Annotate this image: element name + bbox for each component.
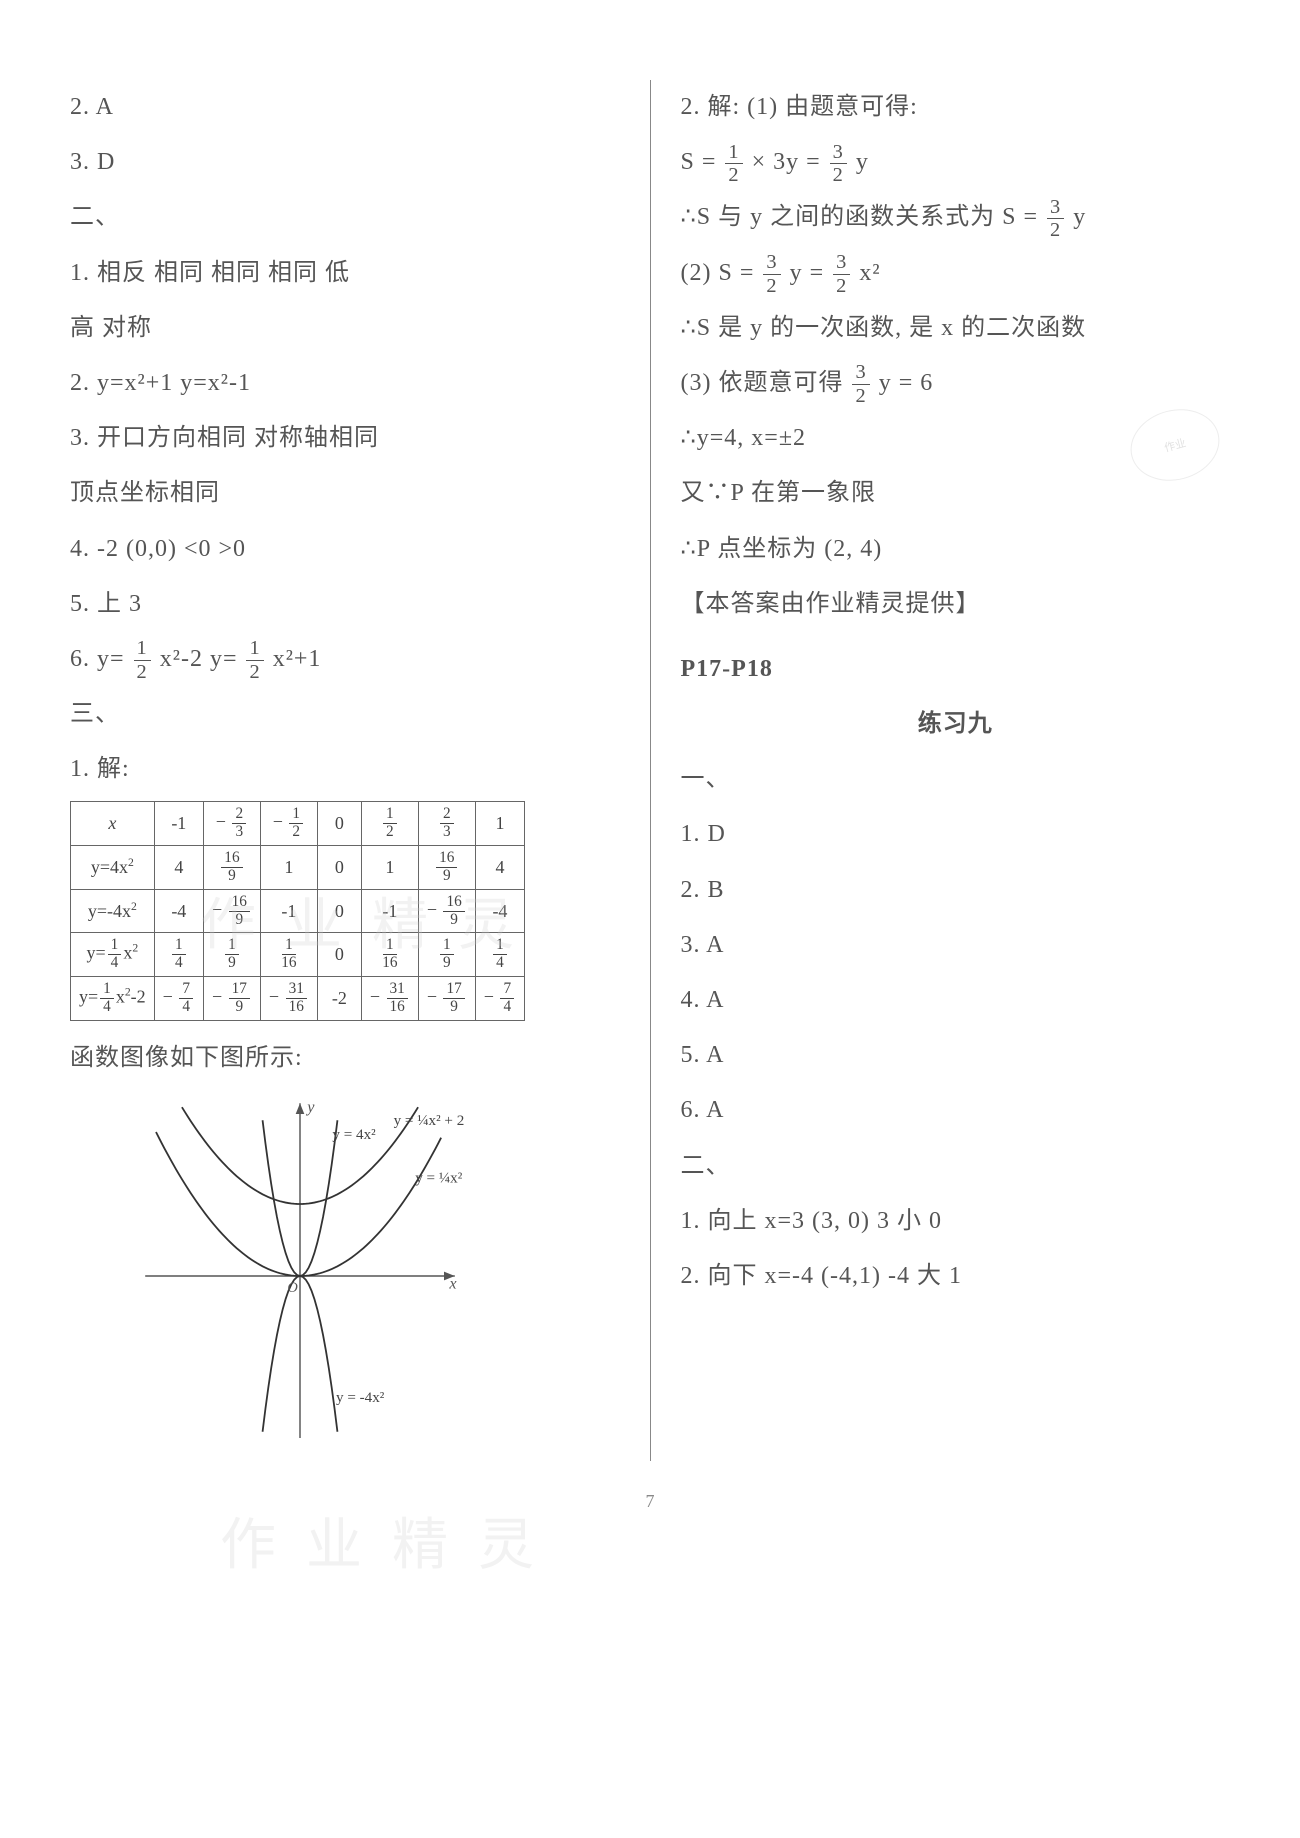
svg-text:y = 4x²: y = 4x² [332, 1127, 376, 1143]
answer-item: 2. 向下 x=-4 (-4,1) -4 大 1 [681, 1249, 1231, 1304]
fraction: 32 [1047, 196, 1064, 242]
solution-line: S = 12 × 3y = 32 y [681, 135, 1231, 190]
section-heading: 二、 [70, 190, 620, 245]
page-number: 7 [60, 1491, 1240, 1512]
answer-item: 1. D [681, 807, 1231, 862]
fraction: 12 [246, 637, 263, 683]
svg-text:x: x [448, 1274, 457, 1292]
section-heading: 一、 [681, 752, 1231, 807]
credit-line: 【本答案由作业精灵提供】 [681, 577, 1231, 632]
solution-line: ∴y=4, x=±2 [681, 411, 1231, 466]
text: S = [681, 149, 724, 175]
text: y [856, 149, 869, 175]
answer-item: 3. D [70, 135, 620, 190]
fraction: 32 [763, 251, 780, 297]
text: y = 6 [879, 370, 934, 396]
function-table: x-1− 23− 12012231y=4x241691011694y=-4x2-… [70, 801, 525, 1020]
text: × 3y = [752, 149, 828, 175]
svg-text:y = -4x²: y = -4x² [336, 1390, 385, 1406]
answer-item: 1. 向上 x=3 (3, 0) 3 小 0 [681, 1194, 1231, 1249]
answer-item: 4. A [681, 973, 1231, 1028]
fraction: 12 [134, 637, 151, 683]
graph-caption: 函数图像如下图所示: [70, 1031, 620, 1086]
text: 6. y= [70, 646, 125, 672]
answer-item: 2. A [70, 80, 620, 135]
function-graph: x y O y = 4x² y = ¼x² + 2 y = ¼x² y = -4x² [110, 1096, 490, 1456]
fraction: 32 [830, 141, 847, 187]
text: ∴S 与 y 之间的函数关系式为 S = [681, 204, 1046, 230]
answer-item: 5. 上 3 [70, 577, 620, 632]
page-ref: P17-P18 [681, 642, 1231, 697]
solution-line: 2. 解: (1) 由题意可得: [681, 80, 1231, 135]
text: y [1073, 204, 1086, 230]
text: x²+1 [273, 646, 322, 672]
answer-item: 5. A [681, 1028, 1231, 1083]
text: x² [859, 260, 880, 286]
svg-text:O: O [287, 1280, 298, 1296]
answer-item: 3. 开口方向相同 对称轴相同 [70, 411, 620, 466]
left-column: 2. A 3. D 二、 1. 相反 相同 相同 相同 低 高 对称 2. y=… [60, 80, 651, 1461]
solution-line: ∴S 是 y 的一次函数, 是 x 的二次函数 [681, 301, 1231, 356]
svg-text:y: y [305, 1098, 315, 1116]
solution-line: (2) S = 32 y = 32 x² [681, 246, 1231, 301]
exercise-title: 练习九 [681, 697, 1231, 752]
text: (3) 依题意可得 [681, 370, 851, 396]
right-column: 2. 解: (1) 由题意可得: S = 12 × 3y = 32 y ∴S 与… [651, 80, 1241, 1461]
two-column-layout: 2. A 3. D 二、 1. 相反 相同 相同 相同 低 高 对称 2. y=… [60, 80, 1240, 1461]
answer-item: 6. y= 12 x²-2 y= 12 x²+1 [70, 632, 620, 687]
text: (2) S = [681, 260, 762, 286]
answer-item: 2. y=x²+1 y=x²-1 [70, 356, 620, 411]
section-heading: 三、 [70, 687, 620, 742]
solution-line: 又∵P 在第一象限 [681, 466, 1231, 521]
answer-item: 3. A [681, 918, 1231, 973]
section-heading: 二、 [681, 1139, 1231, 1194]
text: x²-2 y= [160, 646, 238, 672]
answer-item: 高 对称 [70, 301, 620, 356]
solution-line: ∴S 与 y 之间的函数关系式为 S = 32 y [681, 190, 1231, 245]
answer-item: 顶点坐标相同 [70, 466, 620, 521]
solution-line: ∴P 点坐标为 (2, 4) [681, 522, 1231, 577]
answer-item: 2. B [681, 863, 1231, 918]
svg-text:y = ¼x²: y = ¼x² [415, 1170, 463, 1186]
answer-item: 6. A [681, 1083, 1231, 1138]
answer-item: 1. 解: [70, 742, 620, 797]
answer-item: 1. 相反 相同 相同 相同 低 [70, 246, 620, 301]
watermark: 作业精灵 [220, 1500, 564, 1581]
fraction: 12 [725, 141, 742, 187]
fraction: 32 [852, 361, 869, 407]
answer-item: 4. -2 (0,0) <0 >0 [70, 522, 620, 577]
fraction: 32 [833, 251, 850, 297]
svg-text:y = ¼x² + 2: y = ¼x² + 2 [394, 1113, 465, 1129]
text: y = [790, 260, 832, 286]
solution-line: (3) 依题意可得 32 y = 6 [681, 356, 1231, 411]
